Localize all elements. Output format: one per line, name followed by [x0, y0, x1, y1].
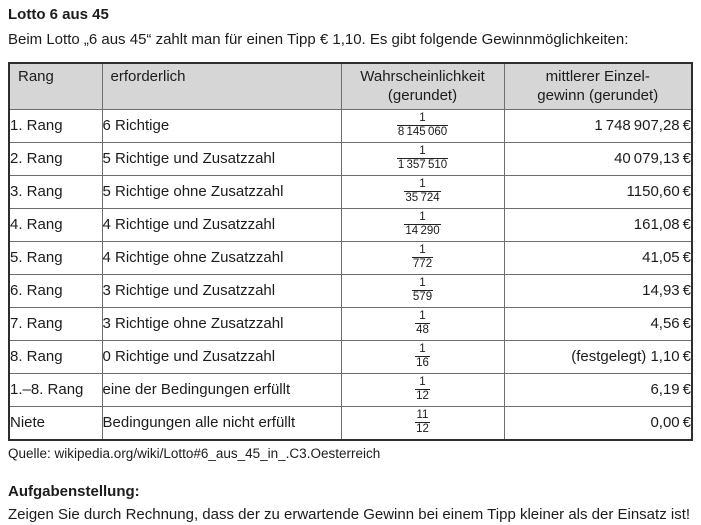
rank-cell: 1.–8. Rang — [8, 372, 103, 407]
fraction-denominator: 16 — [415, 356, 430, 370]
probability-fraction: 1 35 724 — [404, 178, 441, 205]
rank-cell: 6. Rang — [8, 273, 103, 308]
probability-cell: 1 35 724 — [340, 174, 505, 209]
probability-cell: 1 8 145 060 — [340, 108, 505, 143]
column-header-label: Rang — [18, 67, 54, 85]
rank-cell: Niete — [8, 405, 103, 441]
payout-cell: 0,00 € — [503, 405, 693, 441]
probability-fraction: 1 12 — [415, 376, 430, 403]
payout-cell: 40 079,13 € — [503, 141, 693, 176]
column-header-erforderlich: erforderlich — [101, 62, 342, 110]
probability-fraction: 1 1 357 510 — [396, 145, 449, 172]
fraction-denominator: 12 — [415, 422, 430, 436]
table-row: Niete Bedingungen alle nicht erfüllt 11 … — [8, 405, 693, 441]
fraction-denominator: 772 — [411, 257, 434, 271]
probability-fraction: 1 14 290 — [404, 211, 441, 238]
probability-fraction: 1 16 — [415, 343, 430, 370]
rank-cell: 2. Rang — [8, 141, 103, 176]
table-row: 8. Rang 0 Richtige und Zusatzzahl 1 16 (… — [8, 339, 693, 374]
payout-cell: 1150,60 € — [503, 174, 693, 209]
table-body: 1. Rang 6 Richtige 1 8 145 060 1 748 907… — [8, 108, 693, 441]
probability-cell: 11 12 — [340, 405, 505, 441]
requirement-cell: 3 Richtige und Zusatzzahl — [101, 273, 342, 308]
requirement-cell: 4 Richtige ohne Zusatzzahl — [101, 240, 342, 275]
table-row: 1. Rang 6 Richtige 1 8 145 060 1 748 907… — [8, 108, 693, 143]
payout-cell: 161,08 € — [503, 207, 693, 242]
fraction-numerator: 1 — [419, 145, 426, 158]
table-row: 5. Rang 4 Richtige ohne Zusatzzahl 1 772… — [8, 240, 693, 275]
payout-cell: 14,93 € — [503, 273, 693, 308]
column-header-rang: Rang — [8, 62, 103, 110]
lotto-odds-table: Rang erforderlich Wahrscheinlichkeit (ge… — [8, 61, 693, 441]
fraction-numerator: 1 — [419, 112, 426, 125]
rank-cell: 5. Rang — [8, 240, 103, 275]
rank-cell: 3. Rang — [8, 174, 103, 209]
probability-cell: 1 12 — [340, 372, 505, 407]
requirement-cell: eine der Bedingungen erfüllt — [101, 372, 342, 407]
requirement-cell: 3 Richtige ohne Zusatzzahl — [101, 306, 342, 341]
column-header-label-line2: gewinn (gerundet) — [537, 86, 659, 104]
rank-cell: 1. Rang — [8, 108, 103, 143]
probability-fraction: 1 48 — [415, 310, 430, 337]
table-row: 7. Rang 3 Richtige ohne Zusatzzahl 1 48 … — [8, 306, 693, 341]
intro-text: Beim Lotto „6 aus 45“ zahlt man für eine… — [8, 31, 629, 48]
requirement-cell: 6 Richtige — [101, 108, 342, 143]
fraction-denominator: 48 — [415, 323, 430, 337]
probability-cell: 1 48 — [340, 306, 505, 341]
requirement-cell: 5 Richtige ohne Zusatzzahl — [101, 174, 342, 209]
fraction-denominator: 579 — [411, 290, 434, 304]
probability-fraction: 1 579 — [411, 277, 434, 304]
requirement-cell: 4 Richtige und Zusatzzahl — [101, 207, 342, 242]
column-header-wahrscheinlichkeit: Wahrscheinlichkeit (gerundet) — [340, 62, 505, 110]
table-row: 3. Rang 5 Richtige ohne Zusatzzahl 1 35 … — [8, 174, 693, 209]
probability-fraction: 1 772 — [411, 244, 434, 271]
probability-cell: 1 16 — [340, 339, 505, 374]
probability-fraction: 1 8 145 060 — [396, 112, 449, 139]
requirement-cell: 0 Richtige und Zusatzzahl — [101, 339, 342, 374]
rank-cell: 4. Rang — [8, 207, 103, 242]
payout-cell: 4,56 € — [503, 306, 693, 341]
requirement-cell: Bedingungen alle nicht erfüllt — [101, 405, 342, 441]
table-row: 2. Rang 5 Richtige und Zusatzzahl 1 1 35… — [8, 141, 693, 176]
fraction-denominator: 14 290 — [404, 224, 441, 238]
source-reference: Quelle: wikipedia.org/wiki/Lotto#6_aus_4… — [8, 445, 381, 461]
table-row: 4. Rang 4 Richtige und Zusatzzahl 1 14 2… — [8, 207, 693, 242]
fraction-numerator: 1 — [419, 178, 426, 191]
column-header-einzelgewinn: mittlerer Einzel- gewinn (gerundet) — [503, 62, 693, 110]
requirement-cell: 5 Richtige und Zusatzzahl — [101, 141, 342, 176]
fraction-numerator: 1 — [419, 310, 426, 323]
rank-cell: 7. Rang — [8, 306, 103, 341]
fraction-denominator: 35 724 — [404, 191, 441, 205]
table-row: 6. Rang 3 Richtige und Zusatzzahl 1 579 … — [8, 273, 693, 308]
payout-cell: (festgelegt) 1,10 € — [503, 339, 693, 374]
fraction-denominator: 8 145 060 — [396, 125, 449, 139]
table-header-row: Rang erforderlich Wahrscheinlichkeit (ge… — [8, 62, 693, 110]
payout-cell: 6,19 € — [503, 372, 693, 407]
column-header-label-line2: (gerundet) — [387, 86, 458, 104]
page-title: Lotto 6 aus 45 — [8, 6, 109, 23]
rank-cell: 8. Rang — [8, 339, 103, 374]
probability-cell: 1 579 — [340, 273, 505, 308]
column-header-label-line1: Wahrscheinlichkeit — [360, 67, 485, 85]
task-text: Zeigen Sie durch Rechnung, dass der zu e… — [8, 506, 691, 524]
fraction-numerator: 1 — [419, 211, 426, 224]
fraction-numerator: 1 — [419, 244, 426, 257]
probability-cell: 1 1 357 510 — [340, 141, 505, 176]
column-header-label: erforderlich — [110, 67, 186, 85]
table-row: 1.–8. Rang eine der Bedingungen erfüllt … — [8, 372, 693, 407]
fraction-numerator: 1 — [419, 277, 426, 290]
probability-cell: 1 772 — [340, 240, 505, 275]
probability-fraction: 11 12 — [415, 409, 430, 436]
fraction-numerator: 1 — [419, 343, 426, 356]
probability-cell: 1 14 290 — [340, 207, 505, 242]
fraction-numerator: 11 — [416, 409, 429, 422]
fraction-numerator: 1 — [419, 376, 426, 389]
payout-cell: 1 748 907,28 € — [503, 108, 693, 143]
fraction-denominator: 1 357 510 — [396, 158, 449, 172]
column-header-label-line1: mittlerer Einzel- — [545, 67, 650, 85]
fraction-denominator: 12 — [415, 389, 430, 403]
payout-cell: 41,05 € — [503, 240, 693, 275]
task-heading: Aufgabenstellung: — [8, 482, 140, 500]
